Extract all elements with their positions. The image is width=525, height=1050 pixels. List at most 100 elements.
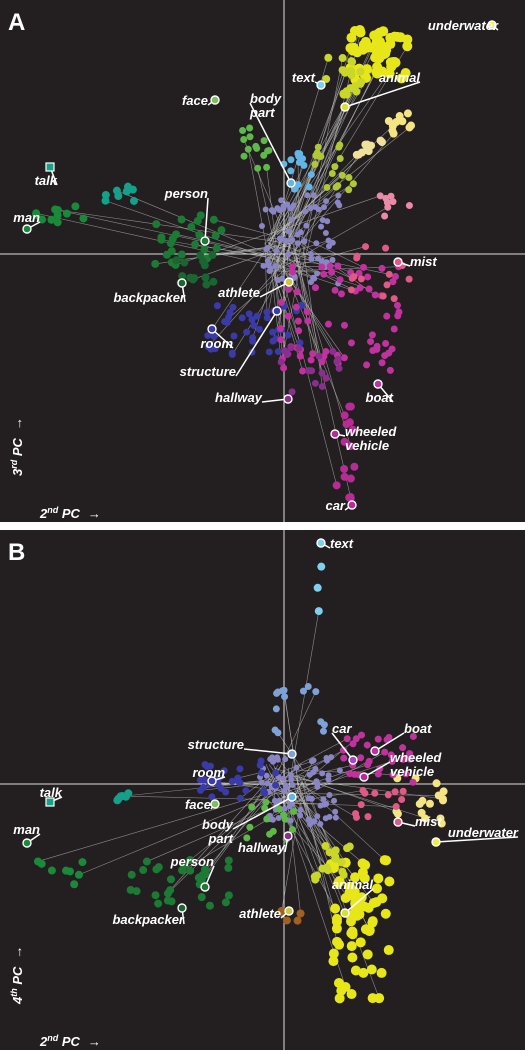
connector-line	[224, 269, 285, 322]
data-point	[289, 781, 296, 788]
connector-line	[247, 149, 270, 263]
data-point	[356, 79, 365, 88]
data-point	[387, 192, 395, 200]
data-point	[260, 262, 267, 269]
data-point	[200, 245, 209, 254]
label-marker	[283, 394, 293, 404]
data-point	[305, 795, 312, 802]
category-label: car	[332, 721, 352, 736]
data-point	[307, 205, 314, 212]
data-point	[78, 858, 87, 867]
data-point	[51, 205, 60, 214]
data-point	[332, 814, 339, 821]
data-point	[374, 735, 382, 743]
data-point	[70, 880, 79, 889]
data-point	[361, 789, 369, 797]
data-point	[253, 312, 261, 320]
label-marker	[210, 95, 220, 105]
data-point	[354, 25, 365, 36]
data-point	[320, 796, 327, 803]
data-point	[277, 906, 286, 915]
data-point	[297, 812, 304, 819]
data-point	[271, 726, 279, 734]
data-point	[296, 150, 304, 158]
data-point	[334, 993, 345, 1004]
data-point	[295, 344, 303, 352]
data-point	[347, 66, 356, 75]
panel-b-x-axis-label: 2nd PC →	[39, 1033, 101, 1049]
panel-a-labels: underwater text animal face body part talk pers…	[13, 18, 499, 513]
data-point	[346, 474, 355, 483]
data-point	[357, 754, 365, 762]
data-point	[269, 754, 276, 761]
data-point	[230, 332, 238, 340]
data-point	[258, 222, 265, 229]
data-point	[381, 212, 389, 220]
data-point	[348, 57, 357, 66]
data-point	[384, 876, 395, 887]
data-point	[356, 67, 365, 76]
panel-a: underwater text animal face body part talk pers…	[0, 0, 525, 522]
data-point	[273, 247, 280, 254]
data-point	[334, 262, 342, 270]
data-point	[343, 844, 352, 853]
data-point	[213, 302, 221, 310]
data-point	[352, 735, 360, 743]
data-point	[346, 442, 355, 451]
data-point	[326, 792, 333, 799]
data-point	[272, 769, 280, 777]
data-point	[297, 229, 304, 236]
data-point	[248, 803, 256, 811]
panel-a-x-axis-label: 2nd PC →	[39, 505, 101, 521]
data-point	[202, 280, 211, 289]
data-point	[288, 388, 296, 396]
data-point	[345, 186, 353, 194]
data-point	[329, 347, 337, 355]
data-point	[47, 866, 56, 875]
data-point	[323, 754, 330, 761]
connector-line	[294, 761, 393, 794]
category-label: man	[13, 822, 40, 837]
data-point	[282, 916, 291, 925]
data-point	[345, 418, 354, 427]
data-point	[357, 801, 365, 809]
data-point	[305, 183, 313, 191]
data-point	[124, 789, 133, 798]
data-point	[319, 770, 326, 777]
label-marker	[330, 429, 340, 439]
data-point	[249, 334, 257, 342]
data-point	[348, 425, 357, 434]
data-point	[313, 583, 322, 592]
data-point	[317, 562, 326, 571]
data-point	[240, 136, 248, 144]
data-point	[360, 263, 368, 271]
data-point	[243, 328, 251, 336]
connector-line	[265, 195, 381, 236]
data-point	[177, 215, 186, 224]
data-point	[361, 140, 370, 149]
data-point	[337, 858, 346, 867]
data-point	[347, 929, 358, 940]
data-point	[265, 348, 273, 356]
data-point	[289, 263, 297, 271]
category-label: room	[193, 765, 226, 780]
data-point	[373, 45, 384, 56]
connector-line	[291, 246, 366, 267]
data-point	[272, 262, 279, 269]
data-point	[188, 275, 197, 284]
label-leader	[232, 796, 293, 830]
data-point	[310, 769, 317, 776]
data-point	[274, 205, 281, 212]
data-point	[287, 817, 294, 824]
label-leader	[259, 281, 290, 298]
connector-line	[274, 780, 317, 802]
panel-b-y-axis-label: 4th PC→	[9, 946, 25, 1005]
data-point	[273, 689, 281, 697]
data-point	[263, 314, 271, 322]
data-point	[340, 411, 349, 420]
data-point	[274, 754, 281, 761]
category-label: text	[330, 536, 354, 551]
data-point	[358, 967, 369, 978]
data-point	[217, 226, 226, 235]
data-point	[303, 308, 311, 316]
